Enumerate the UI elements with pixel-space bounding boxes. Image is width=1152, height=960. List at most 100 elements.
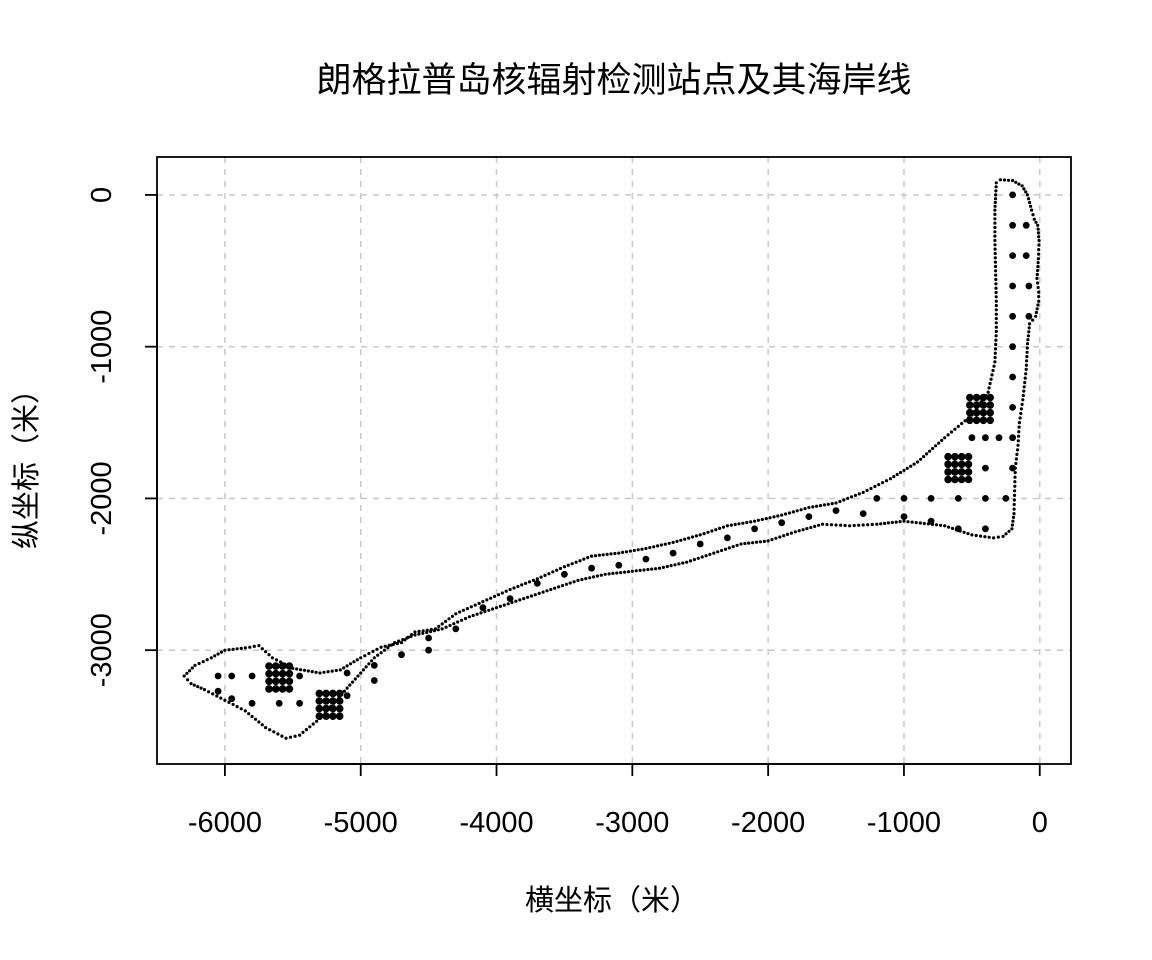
coastline-point (267, 653, 271, 657)
coastline-point (749, 520, 753, 524)
coastline-point (475, 612, 479, 616)
coastline-point (379, 651, 383, 655)
station-point (506, 595, 514, 602)
chart-title: 朗格拉普岛核辐射检测站点及其海岸线 (316, 61, 911, 101)
station-point-dense (972, 416, 981, 425)
station-point-dense (335, 689, 344, 698)
coastline-point (433, 627, 437, 631)
coastline-point (986, 390, 990, 394)
coastline-point (702, 532, 706, 536)
coastline-point (338, 668, 342, 672)
coastline-point (491, 607, 495, 611)
coastline-point (657, 566, 662, 570)
coastline-point (318, 671, 322, 675)
coastline-point (529, 594, 534, 598)
coastline-point (272, 730, 276, 734)
coastline-point (785, 532, 790, 537)
coastline-point (1018, 416, 1022, 420)
coastline-point (934, 444, 938, 448)
station-point (873, 495, 881, 502)
coastline-point (295, 667, 299, 671)
station-point-dense (272, 669, 280, 678)
coastline-point (780, 513, 784, 517)
coastline-point (902, 468, 906, 472)
coastline-point (293, 734, 297, 738)
coastline-point (623, 570, 627, 574)
coastline-point (617, 551, 621, 555)
coastline-point (1022, 187, 1026, 191)
coastline-point (406, 635, 410, 639)
station-point-dense (265, 669, 273, 678)
station-point-dense (979, 393, 988, 402)
coastline-point (979, 534, 983, 538)
station-point-dense (265, 662, 273, 670)
coastline-point (811, 505, 815, 509)
station-point (778, 519, 786, 527)
station-point-dense (986, 393, 994, 402)
coastline-point (994, 329, 998, 334)
coastline-point (437, 624, 441, 629)
coastline-point (970, 533, 974, 537)
coastline-point (1026, 334, 1030, 338)
coastline-point (410, 633, 414, 637)
coastline-point (1025, 359, 1029, 363)
coastline-point (264, 726, 268, 730)
coastline-point (743, 541, 747, 546)
y-axis-label: 纵坐标（米） (9, 375, 43, 549)
coastline-point (308, 725, 312, 729)
coastline-point (387, 643, 391, 647)
coastline-point (355, 658, 359, 662)
station-point-dense (285, 677, 294, 686)
coastline-point (877, 483, 881, 487)
coastline-point (993, 264, 998, 269)
coastline-point (834, 501, 838, 505)
coastline-point (1011, 515, 1016, 520)
coastline-point (1026, 338, 1030, 342)
coastline-point (949, 430, 954, 434)
coastline-point (506, 602, 510, 606)
coastline-point (345, 664, 349, 668)
station-point-dense (265, 685, 273, 693)
coastline-point (787, 511, 792, 515)
station-point (900, 495, 908, 502)
coastline-point (582, 557, 586, 561)
coastline-point (996, 535, 1000, 539)
station-point-dense (972, 393, 981, 402)
coastline-point (213, 654, 217, 658)
coastline-point (1025, 346, 1029, 350)
station-point-dense (951, 460, 959, 469)
coastline-point (692, 558, 697, 562)
coastline-point (461, 608, 466, 612)
coastline-point (673, 563, 677, 567)
coastline-point (869, 486, 873, 491)
coastline-point (733, 522, 737, 527)
station-point (927, 517, 935, 525)
coastline-point (209, 656, 213, 660)
coastline-point (774, 536, 778, 540)
coastline-point (642, 568, 646, 572)
coastline-point (909, 464, 913, 468)
coastline-point (1024, 372, 1028, 376)
coastline-point (943, 436, 947, 440)
coastline-point (231, 647, 235, 651)
station-point (1009, 343, 1016, 351)
station-point-dense (329, 689, 337, 698)
station-point-dense (285, 662, 294, 670)
coastline-point (1020, 402, 1024, 406)
coastline-point (638, 568, 642, 573)
coastline-point (636, 548, 640, 552)
station-point (1009, 282, 1016, 290)
station-point (805, 513, 813, 520)
station-point (900, 513, 908, 520)
coastline-point (516, 584, 520, 589)
coastline-point (987, 386, 991, 390)
coastline-point (677, 562, 681, 566)
coastline-point (1010, 523, 1015, 527)
coastline-point (626, 570, 631, 574)
coastline-point (778, 535, 782, 539)
coastline-point (992, 364, 996, 368)
coastline-point (235, 647, 239, 651)
coastline-point (444, 619, 448, 624)
y-tick-label: -3000 (86, 613, 118, 687)
coastline-point (818, 504, 823, 508)
